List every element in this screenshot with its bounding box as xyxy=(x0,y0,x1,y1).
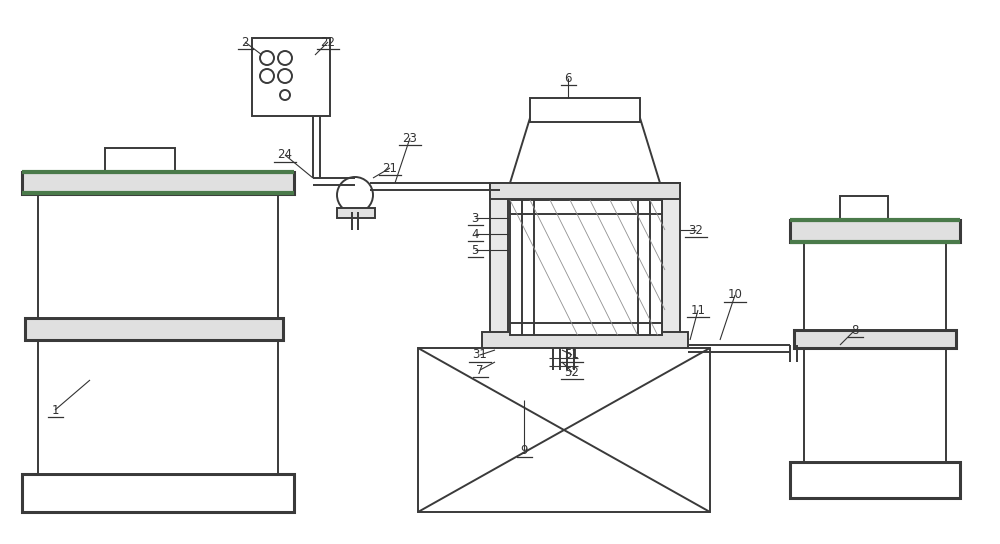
Text: 31: 31 xyxy=(473,349,487,362)
Bar xyxy=(105,148,175,172)
Bar xyxy=(510,200,662,335)
Bar xyxy=(418,348,710,512)
Bar xyxy=(662,183,680,348)
Bar xyxy=(25,318,283,340)
Bar xyxy=(22,172,294,194)
Bar xyxy=(490,183,508,348)
Text: 32: 32 xyxy=(689,224,703,237)
Text: 51: 51 xyxy=(565,349,579,362)
Text: 9: 9 xyxy=(520,443,528,456)
Bar xyxy=(794,330,956,348)
Bar xyxy=(804,345,946,462)
Bar xyxy=(22,474,294,512)
Bar xyxy=(252,38,330,116)
Text: 7: 7 xyxy=(476,363,484,376)
Text: 1: 1 xyxy=(51,404,59,417)
Text: 2: 2 xyxy=(241,35,249,48)
Text: 11: 11 xyxy=(690,304,706,317)
Bar xyxy=(490,183,680,199)
Text: 52: 52 xyxy=(565,366,579,379)
Text: 22: 22 xyxy=(320,35,336,48)
Bar xyxy=(530,98,640,122)
Bar xyxy=(38,190,278,318)
Text: 5: 5 xyxy=(471,244,479,257)
Bar xyxy=(337,208,375,218)
Bar xyxy=(804,240,946,330)
Text: 10: 10 xyxy=(728,288,742,301)
Bar xyxy=(840,196,888,220)
Bar xyxy=(482,332,688,350)
Text: 21: 21 xyxy=(382,162,398,175)
Polygon shape xyxy=(510,118,660,183)
Text: 24: 24 xyxy=(278,149,292,162)
Bar xyxy=(790,220,960,242)
Text: 3: 3 xyxy=(471,212,479,225)
Bar xyxy=(38,330,278,474)
Text: 8: 8 xyxy=(851,324,859,337)
Text: 6: 6 xyxy=(564,71,572,84)
Bar xyxy=(790,462,960,498)
Text: 23: 23 xyxy=(403,132,417,145)
Text: 4: 4 xyxy=(471,227,479,240)
